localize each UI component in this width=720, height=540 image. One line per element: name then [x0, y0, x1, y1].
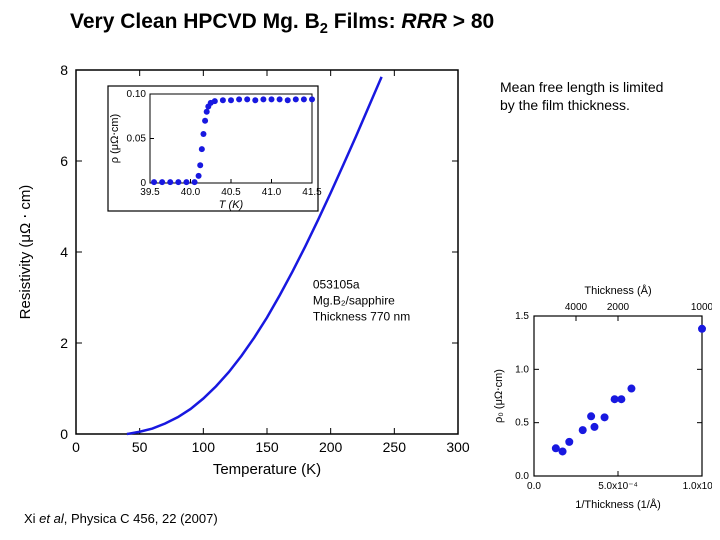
page-title: Very Clean HPCVD Mg. B2 Films: RRR > 80 — [70, 10, 494, 37]
svg-text:ρ (μΩ⋅cm): ρ (μΩ⋅cm) — [109, 114, 121, 163]
svg-text:40.0: 40.0 — [181, 187, 201, 198]
svg-text:1/Thickness (1/Å): 1/Thickness (1/Å) — [575, 498, 661, 511]
svg-text:Thickness (Å): Thickness (Å) — [584, 284, 651, 297]
svg-text:0: 0 — [72, 439, 80, 455]
svg-text:1000: 1000 — [691, 302, 712, 313]
citation: Xi et al, Physica C 456, 22 (2007) — [24, 511, 218, 526]
svg-text:1.0x10⁻³: 1.0x10⁻³ — [683, 481, 712, 492]
svg-text:40.5: 40.5 — [221, 187, 241, 198]
svg-text:8: 8 — [60, 62, 68, 78]
caption-text: Mean free length is limited by the film … — [500, 78, 710, 114]
citation-rest: , Physica C 456, 22 (2007) — [64, 511, 218, 526]
title-sub: 2 — [320, 21, 328, 37]
svg-text:Thickness 770 nm: Thickness 770 nm — [313, 309, 410, 323]
caption-line2: by the film thickness. — [500, 97, 630, 113]
svg-text:100: 100 — [192, 439, 216, 455]
svg-text:ρ₀ (μΩ⋅cm): ρ₀ (μΩ⋅cm) — [493, 369, 505, 423]
svg-text:4000: 4000 — [565, 302, 588, 313]
title-rrr: RRR — [401, 10, 447, 33]
svg-text:Resistivity (μΩ ⋅ cm): Resistivity (μΩ ⋅ cm) — [17, 185, 34, 320]
title-suffix: Films: — [328, 10, 402, 33]
svg-text:Mg.B₂/sapphire: Mg.B₂/sapphire — [313, 293, 395, 307]
thickness-chart: 0.0 5.0x10⁻⁴ 1.0x10⁻³ 4000 2000 1000 0.0 0.5 1.0… — [488, 282, 712, 512]
svg-text:41.5: 41.5 — [302, 187, 322, 198]
citation-etal: et al — [39, 511, 64, 526]
svg-text:250: 250 — [383, 439, 407, 455]
svg-text:2: 2 — [60, 335, 68, 351]
svg-text:0: 0 — [140, 178, 146, 189]
svg-text:200: 200 — [319, 439, 343, 455]
svg-text:0.05: 0.05 — [127, 134, 147, 145]
svg-text:0.0: 0.0 — [527, 481, 541, 492]
svg-text:4: 4 — [60, 244, 68, 260]
svg-text:2000: 2000 — [607, 302, 630, 313]
svg-text:1.0: 1.0 — [515, 364, 529, 375]
svg-text:50: 50 — [132, 439, 148, 455]
title-end: > 80 — [447, 10, 494, 33]
title-prefix: Very Clean HPCVD Mg. B — [70, 10, 320, 33]
svg-text:T (K): T (K) — [219, 199, 244, 211]
svg-text:0.10: 0.10 — [127, 89, 147, 100]
caption-line1: Mean free length is limited — [500, 79, 663, 95]
svg-text:0.0: 0.0 — [515, 471, 529, 482]
svg-text:6: 6 — [60, 153, 68, 169]
main-chart: 0 50 100 150 200 250 300 0 2 4 6 8 Temperature (K) Re… — [10, 60, 470, 480]
citation-author: Xi — [24, 511, 39, 526]
svg-text:5.0x10⁻⁴: 5.0x10⁻⁴ — [598, 481, 638, 492]
svg-text:053105a: 053105a — [313, 277, 360, 291]
svg-text:300: 300 — [446, 439, 470, 455]
svg-text:0.5: 0.5 — [515, 418, 529, 429]
svg-text:1.5: 1.5 — [515, 311, 529, 322]
svg-text:Temperature (K): Temperature (K) — [213, 461, 321, 478]
svg-text:150: 150 — [255, 439, 279, 455]
svg-text:41.0: 41.0 — [262, 187, 282, 198]
svg-text:0: 0 — [60, 426, 68, 442]
